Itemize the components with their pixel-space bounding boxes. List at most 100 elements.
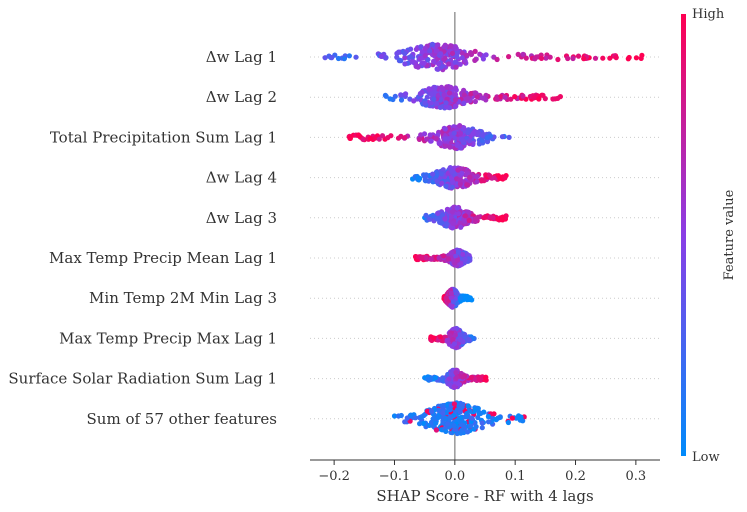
- shap-point: [434, 178, 440, 184]
- shap-point: [479, 420, 485, 426]
- shap-point: [417, 91, 423, 97]
- shap-point: [466, 336, 472, 342]
- shap-point: [451, 401, 457, 407]
- shap-point: [431, 58, 437, 64]
- shap-point: [446, 90, 453, 96]
- shap-point: [407, 54, 414, 60]
- shap-point: [398, 58, 404, 64]
- x-tick-label: 0.1: [505, 469, 526, 484]
- shap-point: [415, 175, 421, 181]
- shap-point: [402, 51, 408, 57]
- colorbar-low-label: Low: [692, 450, 720, 465]
- shap-point: [465, 95, 471, 101]
- feature-dots-row: [413, 247, 473, 269]
- shap-point: [402, 55, 408, 61]
- shap-point: [500, 214, 506, 220]
- shap-point: [462, 58, 468, 64]
- shap-point: [425, 376, 431, 382]
- shap-point: [441, 92, 447, 98]
- shap-point: [449, 169, 455, 175]
- shap-point: [538, 55, 545, 62]
- shap-point: [477, 51, 483, 57]
- shap-point: [440, 253, 447, 259]
- shap-point: [448, 414, 454, 420]
- shap-point: [433, 136, 439, 142]
- shap-point: [457, 295, 463, 301]
- shap-point: [467, 174, 473, 180]
- shap-point: [531, 95, 537, 101]
- x-tick-label: −0.2: [318, 469, 350, 484]
- shap-point: [443, 136, 449, 142]
- shap-point: [445, 256, 451, 262]
- shap-point: [425, 57, 431, 63]
- shap-point: [452, 44, 458, 50]
- shap-point: [451, 341, 458, 347]
- shap-point: [540, 92, 546, 98]
- shap-point: [457, 177, 463, 183]
- shap-point: [451, 423, 457, 429]
- shap-point: [437, 334, 443, 340]
- shap-point: [454, 374, 460, 380]
- shap-point: [391, 413, 398, 419]
- shap-point: [450, 336, 456, 342]
- shap-point: [436, 255, 442, 261]
- shap-point: [437, 140, 443, 147]
- shap-point: [448, 371, 454, 377]
- shap-point: [484, 135, 490, 141]
- shap-point: [452, 332, 458, 338]
- shap-point: [520, 418, 526, 424]
- shap-point: [474, 174, 480, 180]
- shap-point: [434, 216, 440, 222]
- feature-label: Surface Solar Radiation Sum Lag 1: [8, 370, 277, 388]
- shap-point: [404, 415, 410, 421]
- shap-point: [454, 291, 460, 297]
- shap-point: [480, 56, 486, 62]
- shap-point: [372, 135, 378, 141]
- shap-point: [461, 87, 467, 93]
- shap-point: [457, 220, 463, 226]
- shap-point: [398, 97, 405, 103]
- shap-point: [452, 59, 458, 65]
- shap-point: [502, 94, 508, 100]
- shap-point: [378, 53, 384, 60]
- shap-point: [638, 55, 644, 62]
- shap-point: [434, 101, 440, 107]
- shap-point: [435, 407, 442, 413]
- shap-point: [454, 417, 461, 423]
- shap-point: [465, 429, 471, 435]
- shap-point: [448, 302, 454, 308]
- shap-point: [472, 90, 478, 96]
- shap-point: [464, 209, 470, 215]
- shap-point: [443, 415, 449, 422]
- shap-point: [448, 290, 454, 296]
- shap-point: [421, 60, 427, 66]
- shap-point: [480, 132, 486, 138]
- shap-point: [457, 123, 463, 129]
- shap-point: [453, 103, 459, 109]
- shap-point: [457, 409, 463, 415]
- shap-point: [417, 421, 423, 427]
- shap-point: [427, 216, 433, 222]
- row-gridlines: [310, 56, 660, 420]
- shap-point: [450, 220, 456, 226]
- x-tick-label: −0.1: [379, 469, 411, 484]
- shap-point: [497, 175, 503, 181]
- shap-point: [329, 55, 335, 61]
- shap-point: [581, 56, 587, 62]
- shap-point: [439, 220, 445, 226]
- shap-point: [472, 48, 478, 55]
- shap-point: [438, 171, 444, 177]
- shap-point: [459, 50, 465, 56]
- shap-point: [461, 100, 467, 106]
- shap-point: [433, 427, 439, 433]
- shap-point: [387, 96, 393, 102]
- shap-point: [461, 125, 467, 131]
- shap-point: [423, 212, 429, 218]
- x-axis-title: SHAP Score - RF with 4 lags: [376, 487, 593, 505]
- shap-point: [457, 130, 464, 136]
- shap-point: [440, 212, 446, 218]
- shap-point: [421, 131, 428, 137]
- shap-point: [430, 416, 436, 422]
- shap-point: [450, 179, 456, 185]
